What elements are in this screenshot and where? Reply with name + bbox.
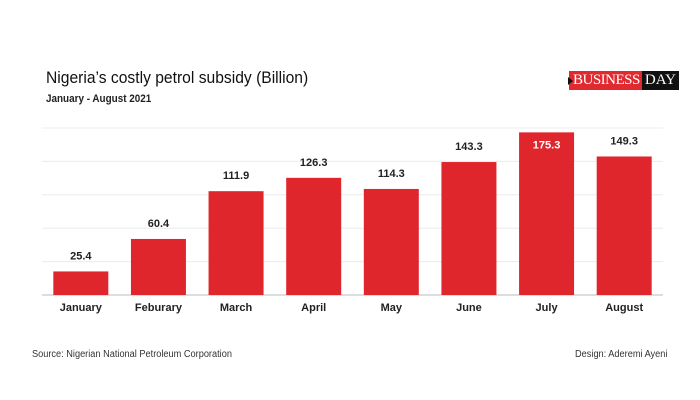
data-label: 114.3: [378, 168, 405, 180]
x-tick-label: March: [220, 302, 253, 314]
logo-triangle-icon: [568, 77, 573, 85]
businessday-logo: BUSINESS DAY: [568, 71, 679, 90]
data-label: 111.9: [223, 170, 249, 182]
bar: [596, 156, 652, 295]
bar: [208, 191, 264, 295]
data-label: 60.4: [148, 218, 170, 230]
bar: [286, 177, 342, 295]
x-tick-label: July: [536, 302, 559, 314]
logo-part-business: BUSINESS: [569, 71, 642, 90]
bar: [130, 238, 186, 295]
data-label: 126.3: [300, 157, 328, 169]
x-tick-label: June: [456, 302, 482, 314]
x-tick-label: January: [60, 302, 103, 314]
data-label: 175.3: [533, 139, 561, 151]
design-credit: Design: Aderemi Ayeni: [574, 349, 667, 360]
source-note: Source: Nigerian National Petroleum Corp…: [32, 349, 232, 360]
x-tick-label: April: [301, 302, 326, 314]
chart-title: Nigeria’s costly petrol subsidy (Billion…: [46, 68, 309, 87]
x-tick-label: May: [381, 302, 403, 314]
bar: [363, 188, 419, 295]
bar: [519, 132, 575, 295]
data-label: 25.4: [70, 250, 92, 262]
bar: [53, 271, 109, 295]
chart-subtitle: January - August 2021: [46, 93, 152, 105]
bar: [441, 162, 497, 295]
x-tick-label: August: [605, 302, 643, 314]
data-label: 143.3: [455, 141, 483, 153]
logo-part-day: DAY: [641, 71, 679, 90]
data-label: 149.3: [610, 135, 638, 147]
x-tick-label: Feburary: [135, 302, 183, 314]
